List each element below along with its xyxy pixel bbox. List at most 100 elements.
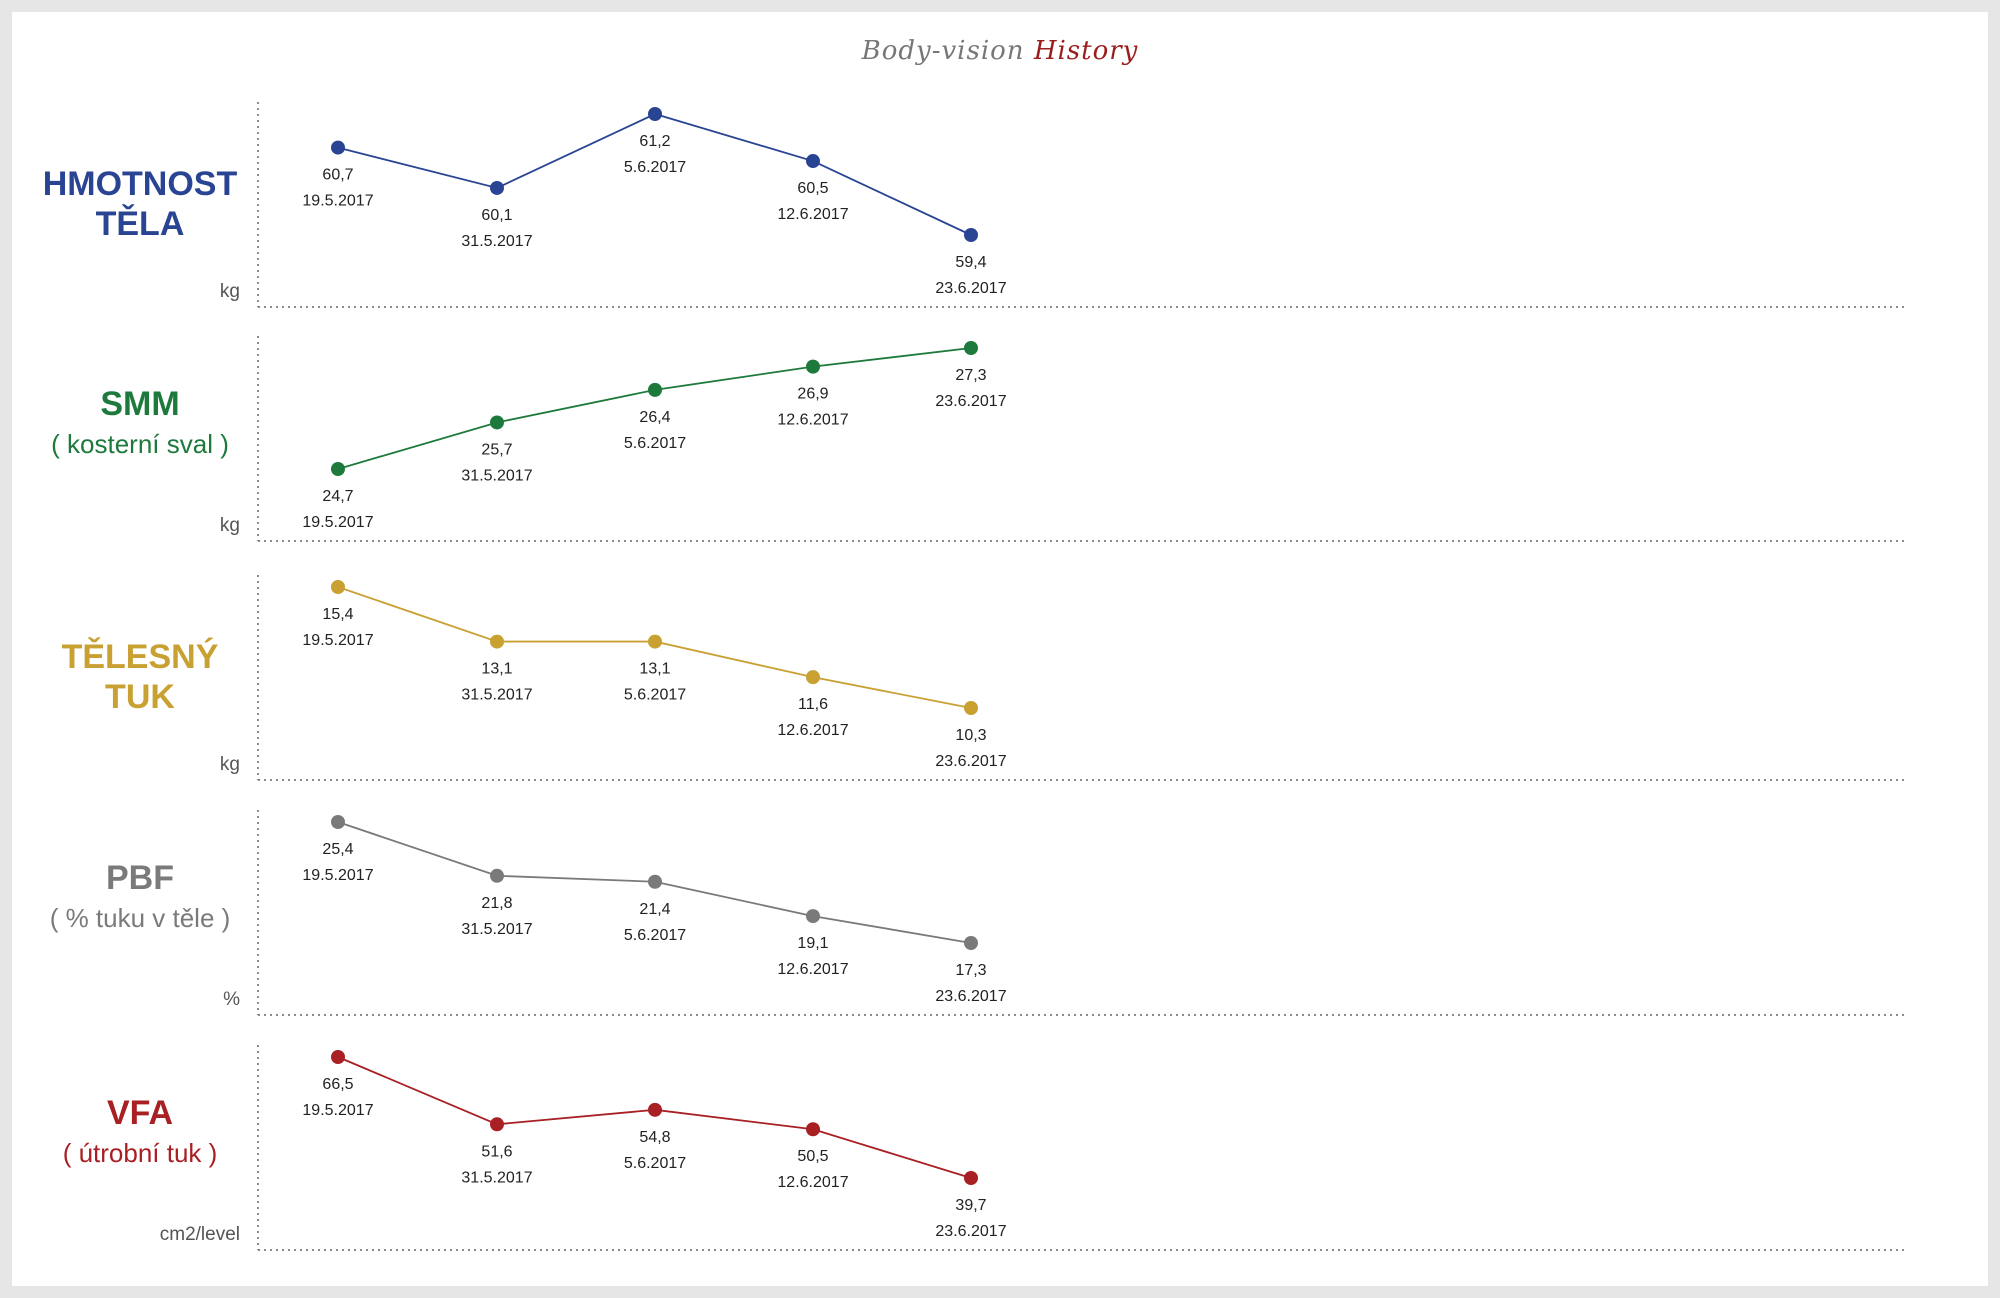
data-point: [806, 1122, 820, 1137]
data-point: [648, 634, 662, 649]
data-point: [964, 936, 978, 950]
data-label: 11,6: [798, 696, 828, 713]
date-label: 31.5.2017: [461, 921, 532, 938]
data-point: [490, 180, 504, 195]
data-label: 15,4: [322, 606, 353, 623]
line-chart: 60,7 19.5.2017 60,1 31.5.2017 61,2 5.6.2017 60…: [257, 102, 1905, 308]
series-label: SMM ( kosterní sval ): [20, 384, 260, 464]
line-chart: 24,7 19.5.2017 25,7 31.5.2017 26,4 5.6.2017 26…: [257, 336, 1905, 542]
data-point: [490, 1117, 504, 1132]
data-label: 25,4: [322, 841, 353, 858]
data-point: [648, 382, 662, 397]
data-point: [648, 1102, 662, 1117]
date-label: 23.6.2017: [935, 988, 1006, 1005]
date-label: 31.5.2017: [461, 467, 532, 484]
line-chart: 25,4 19.5.2017 21,8 31.5.2017 21,4 5.6.2017 19…: [257, 810, 1905, 1016]
axis-unit: kg: [219, 754, 240, 775]
data-point: [964, 228, 978, 242]
data-point: [331, 815, 345, 829]
data-label: 39,7: [955, 1197, 986, 1214]
data-label: 26,9: [797, 386, 828, 403]
series-label-line1: SMM: [100, 385, 180, 423]
date-label: 31.5.2017: [461, 233, 532, 250]
data-label: 27,3: [955, 367, 986, 384]
axis-unit: cm2/level: [159, 1224, 240, 1245]
data-point: [490, 634, 504, 649]
chart-panel: PBF ( % tuku v těle )% 25,4 19.5.2017 21,8 31…: [0, 810, 2000, 1044]
data-label: 60,1: [481, 207, 512, 224]
series-label: VFA ( útrobní tuk ): [20, 1093, 260, 1173]
data-label: 51,6: [481, 1143, 512, 1160]
date-label: 12.6.2017: [777, 722, 848, 739]
series-sublabel: ( útrobní tuk ): [62, 1138, 218, 1168]
axis-unit: %: [223, 989, 240, 1010]
data-label: 17,3: [955, 962, 986, 979]
data-point: [490, 868, 504, 883]
data-point: [806, 359, 820, 374]
data-point: [964, 701, 978, 715]
date-label: 12.6.2017: [777, 1174, 848, 1191]
data-point: [648, 107, 662, 121]
data-label: 60,7: [322, 167, 353, 184]
date-label: 12.6.2017: [777, 961, 848, 978]
data-point: [331, 462, 345, 476]
chart-panel: TĚLESNÝ TUK kg 15,4 19.5.2017 13,1 31.5.2017 13…: [0, 575, 2000, 809]
line-chart: 66,5 19.5.2017 51,6 31.5.2017 54,8 5.6.2017 50…: [257, 1045, 1905, 1251]
date-label: 5.6.2017: [624, 687, 686, 704]
date-label: 31.5.2017: [461, 687, 532, 704]
data-label: 13,1: [481, 661, 512, 678]
date-label: 23.6.2017: [935, 1223, 1006, 1240]
axis-unit: kg: [219, 281, 240, 302]
date-label: 12.6.2017: [777, 206, 848, 223]
data-point: [648, 874, 662, 889]
data-label: 10,3: [955, 727, 986, 744]
date-label: 19.5.2017: [302, 193, 373, 210]
chart-panel: VFA ( útrobní tuk ) cm2/level 66,5 19.5.2017…: [0, 1045, 2000, 1279]
series-label-line1: VFA: [106, 1094, 174, 1132]
data-point: [331, 580, 345, 594]
data-point: [806, 909, 820, 924]
line-chart: 15,4 19.5.2017 13,1 31.5.2017 13,1 5.6.2017 11…: [257, 575, 1905, 781]
data-label: 26,4: [639, 409, 670, 426]
data-label: 24,7: [322, 488, 353, 505]
series-label: TĚLESNÝ TUK: [20, 637, 260, 717]
data-label: 21,8: [481, 895, 512, 912]
data-label: 54,8: [639, 1129, 670, 1146]
data-label: 61,2: [639, 133, 670, 150]
series-label-line1: HMOTNOST: [42, 165, 238, 203]
data-point: [964, 1171, 978, 1185]
date-label: 5.6.2017: [624, 927, 686, 944]
data-point: [490, 415, 504, 430]
date-label: 5.6.2017: [624, 1155, 686, 1172]
chart-panel: HMOTNOST TĚLA kg 60,7 19.5.2017 60,1 31.5.2017…: [0, 102, 2000, 336]
series-sublabel: ( kosterní sval ): [51, 429, 229, 459]
date-label: 12.6.2017: [777, 412, 848, 429]
chart-card: [12, 12, 1988, 1286]
data-label: 21,4: [639, 901, 670, 918]
data-label: 59,4: [955, 254, 986, 271]
page-title: Body-vision History: [0, 36, 2000, 66]
series-label-line2: TUK: [105, 678, 175, 716]
data-label: 66,5: [322, 1076, 353, 1093]
axis-unit: kg: [219, 515, 240, 536]
data-point: [964, 341, 978, 355]
date-label: 19.5.2017: [302, 632, 373, 649]
date-label: 23.6.2017: [935, 753, 1006, 770]
series-label-line1: TĚLESNÝ: [61, 638, 219, 676]
data-label: 19,1: [797, 935, 828, 952]
date-label: 19.5.2017: [302, 1102, 373, 1119]
data-point: [331, 1050, 345, 1064]
chart-panel: SMM ( kosterní sval ) kg 24,7 19.5.2017 25,7 3…: [0, 336, 2000, 570]
data-point: [331, 140, 345, 155]
data-label: 60,5: [797, 180, 828, 197]
date-label: 5.6.2017: [624, 159, 686, 176]
date-label: 19.5.2017: [302, 514, 373, 531]
series-label-line1: PBF: [106, 859, 174, 897]
data-label: 25,7: [481, 441, 512, 458]
data-point: [806, 154, 820, 169]
series-label: PBF ( % tuku v těle ): [20, 858, 260, 938]
series-sublabel: ( % tuku v těle ): [49, 903, 231, 933]
series-label-line2: TĚLA: [95, 205, 185, 243]
title-part2: History: [1033, 36, 1139, 66]
date-label: 5.6.2017: [624, 435, 686, 452]
